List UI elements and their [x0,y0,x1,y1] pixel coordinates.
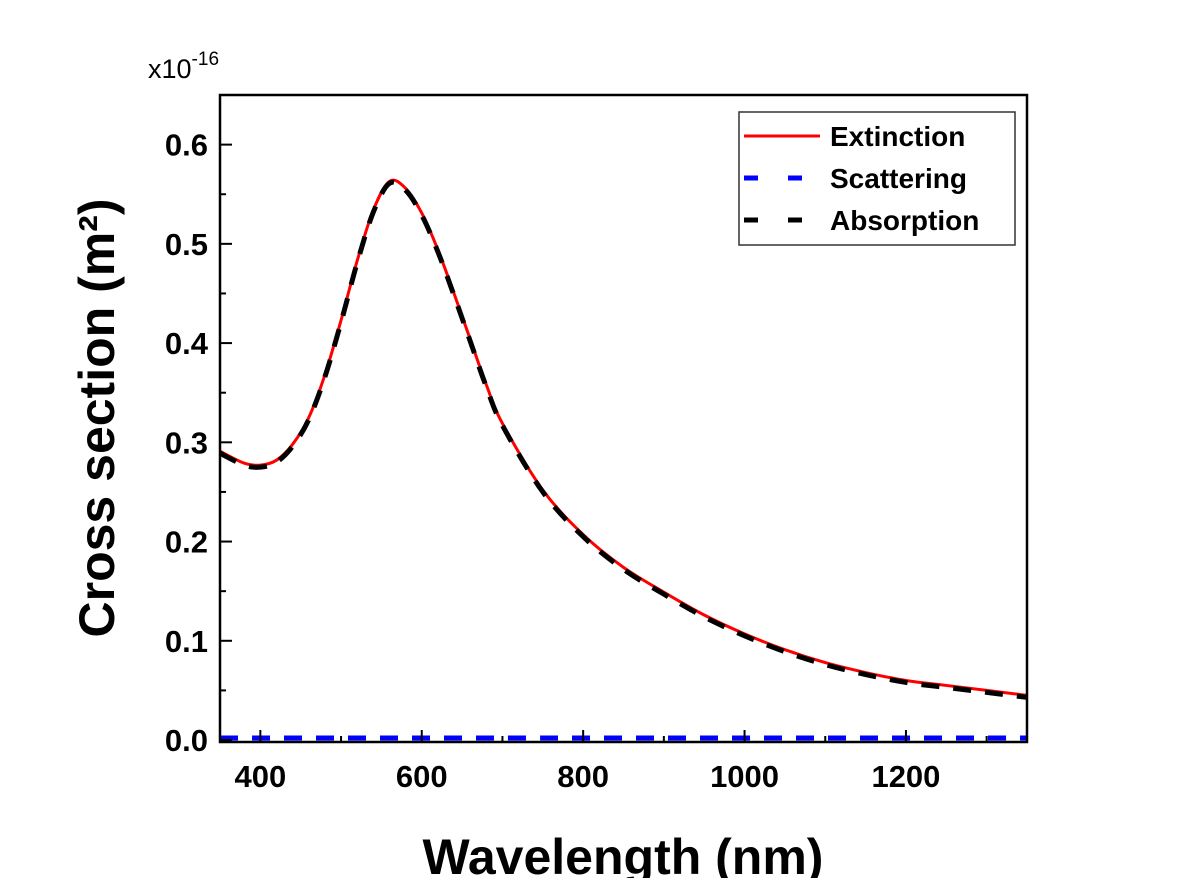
x-tick-labels: 400 600 800 1000 1200 [234,759,940,794]
x-tick-label: 600 [396,759,448,794]
y-tick-label: 0.0 [165,723,208,758]
plot-frame [218,93,1029,744]
y-tick-labels: 0.0 0.1 0.2 0.3 0.4 0.5 0.6 [165,128,209,758]
y-tick-label: 0.4 [165,326,209,361]
x-tick-label: 1000 [710,759,779,794]
y-multiplier: x10-16 [148,49,219,84]
x-axis-title: Wavelength (nm) [423,829,824,878]
legend-frame [738,111,1016,246]
series-absorption [218,179,1028,700]
y-tick-label: 0.2 [165,525,208,560]
legend: Extinction Scattering Absorption [738,111,1016,246]
legend-label-extinction: Extinction [830,121,965,152]
axis-ticks [220,94,988,742]
y-tick-label: 0.3 [165,425,208,460]
y-tick-label: 0.1 [165,624,208,659]
x-tick-label: 1200 [871,759,940,794]
y-tick-label: 0.5 [165,227,208,262]
series-lines [218,178,1028,741]
legend-label-absorption: Absorption [830,205,979,236]
y-tick-label: 0.6 [165,128,208,163]
y-axis-title: Cross section (m²) [69,199,125,638]
legend-label-scattering: Scattering [830,163,967,194]
series-extinction [219,178,1028,697]
x-tick-label: 800 [557,759,609,794]
x-tick-label: 400 [234,759,286,794]
